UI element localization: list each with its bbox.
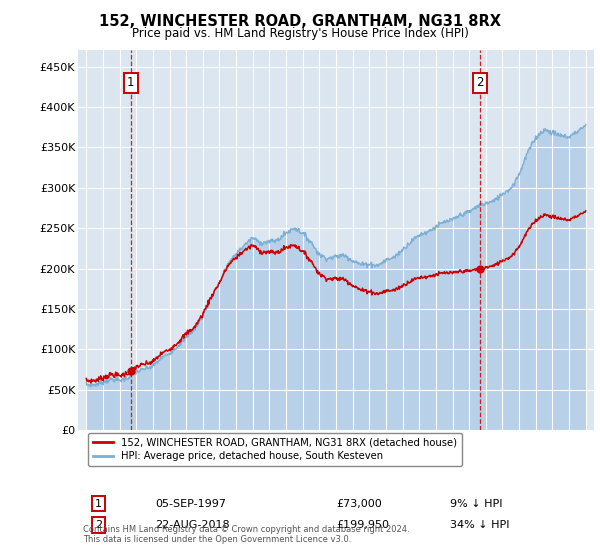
Text: 34% ↓ HPI: 34% ↓ HPI: [449, 520, 509, 530]
Text: 05-SEP-1997: 05-SEP-1997: [155, 499, 226, 508]
Text: 1: 1: [127, 76, 134, 89]
Text: Contains HM Land Registry data © Crown copyright and database right 2024.
This d: Contains HM Land Registry data © Crown c…: [83, 525, 410, 544]
Text: 152, WINCHESTER ROAD, GRANTHAM, NG31 8RX: 152, WINCHESTER ROAD, GRANTHAM, NG31 8RX: [99, 14, 501, 29]
Text: 2: 2: [476, 76, 484, 89]
Legend: 152, WINCHESTER ROAD, GRANTHAM, NG31 8RX (detached house), HPI: Average price, d: 152, WINCHESTER ROAD, GRANTHAM, NG31 8RX…: [88, 433, 462, 466]
Text: £199,950: £199,950: [336, 520, 389, 530]
Text: 2: 2: [95, 520, 102, 530]
Text: Price paid vs. HM Land Registry's House Price Index (HPI): Price paid vs. HM Land Registry's House …: [131, 27, 469, 40]
Text: 1: 1: [95, 499, 102, 508]
Text: £73,000: £73,000: [336, 499, 382, 508]
Text: 22-AUG-2018: 22-AUG-2018: [155, 520, 230, 530]
Text: 9% ↓ HPI: 9% ↓ HPI: [449, 499, 502, 508]
